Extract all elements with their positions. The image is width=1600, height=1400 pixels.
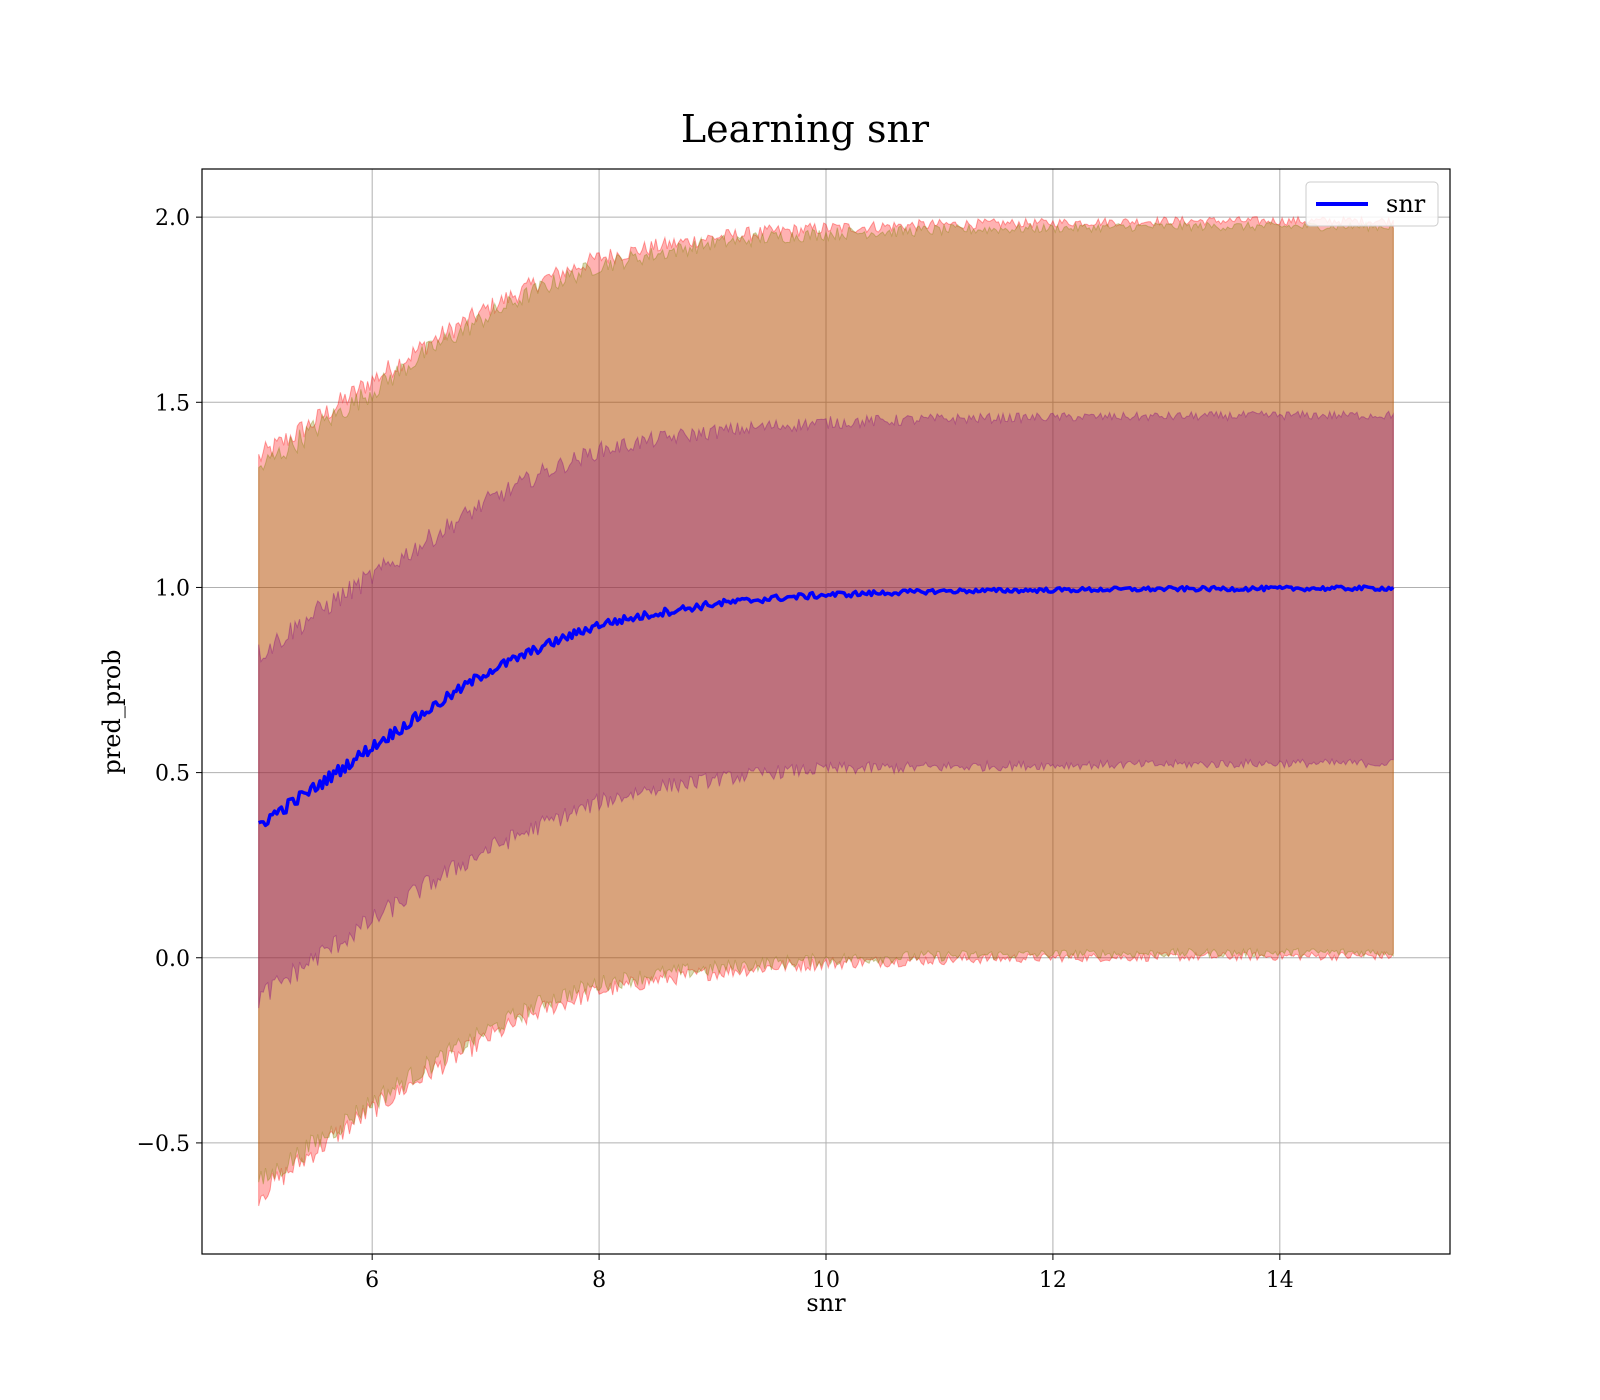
x-tick-label: 8 xyxy=(592,1268,606,1293)
series-line-snr xyxy=(258,584,1395,828)
x-tick-label: 14 xyxy=(1266,1268,1294,1293)
confidence-band-2 xyxy=(258,409,1394,1009)
legend: snr xyxy=(1305,181,1439,227)
y-tick-label: 0.0 xyxy=(155,947,190,972)
y-tick-label: 1.5 xyxy=(155,391,190,416)
y-axis-label: pred_prob xyxy=(98,649,126,774)
y-axis-ticks: −0.5 0.0 0.5 1.0 1.5 2.0 xyxy=(137,206,202,1157)
x-axis-label: snr xyxy=(806,1289,846,1317)
legend-box xyxy=(1305,181,1439,227)
lines-layer xyxy=(258,584,1395,828)
y-tick-label: 1.0 xyxy=(155,576,190,601)
legend-label: snr xyxy=(1386,190,1426,218)
x-tick-label: 10 xyxy=(812,1268,840,1293)
y-tick-label: 0.5 xyxy=(155,762,190,787)
y-tick-label: −0.5 xyxy=(137,1132,190,1157)
chart-title: Learning snr xyxy=(681,107,930,151)
plot-area xyxy=(201,168,1451,1255)
y-tick-label: 2.0 xyxy=(155,206,190,231)
x-tick-label: 6 xyxy=(365,1268,379,1293)
x-tick-label: 12 xyxy=(1039,1268,1067,1293)
confidence-band-1 xyxy=(258,220,1394,1185)
grid xyxy=(202,169,1450,1254)
x-axis-ticks: 6 8 10 12 14 xyxy=(365,1254,1294,1293)
bands-layer xyxy=(258,215,1394,1207)
confidence-band-0 xyxy=(258,215,1394,1207)
